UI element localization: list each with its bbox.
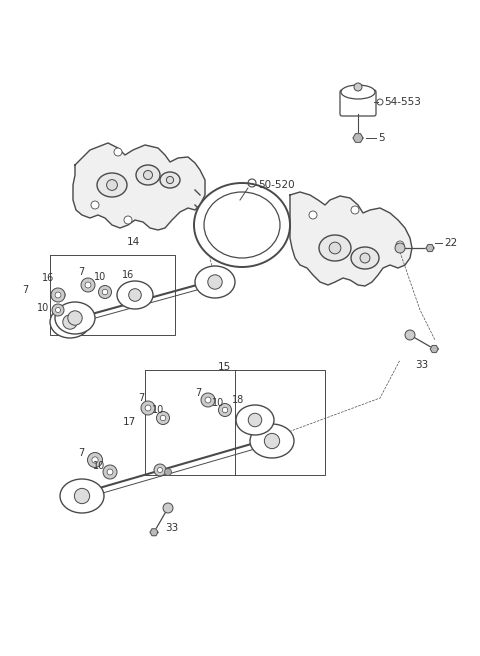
Circle shape	[222, 407, 228, 413]
Circle shape	[354, 83, 362, 91]
Ellipse shape	[351, 247, 379, 269]
Circle shape	[144, 171, 153, 180]
Ellipse shape	[97, 173, 127, 197]
Ellipse shape	[236, 405, 274, 435]
Circle shape	[154, 464, 166, 476]
Text: 16: 16	[122, 270, 134, 280]
Circle shape	[157, 468, 163, 472]
Circle shape	[360, 253, 370, 263]
Text: 10: 10	[212, 398, 224, 408]
Polygon shape	[290, 192, 412, 286]
Circle shape	[395, 243, 405, 253]
Text: 5: 5	[378, 133, 384, 143]
Circle shape	[145, 405, 151, 411]
Text: 22: 22	[444, 238, 457, 248]
Circle shape	[156, 411, 169, 424]
Circle shape	[309, 211, 317, 219]
Circle shape	[107, 469, 113, 475]
Text: 15: 15	[218, 362, 231, 372]
Ellipse shape	[51, 289, 65, 300]
Circle shape	[129, 289, 141, 301]
Text: 7: 7	[195, 388, 201, 398]
Ellipse shape	[117, 281, 153, 309]
Ellipse shape	[195, 266, 235, 298]
Polygon shape	[426, 245, 434, 251]
Text: 7: 7	[78, 267, 84, 277]
Circle shape	[248, 413, 262, 427]
Circle shape	[56, 308, 60, 312]
Text: 18: 18	[232, 395, 244, 405]
Circle shape	[405, 330, 415, 340]
Ellipse shape	[60, 479, 104, 513]
Polygon shape	[150, 529, 158, 536]
Circle shape	[141, 401, 155, 415]
Ellipse shape	[204, 192, 280, 258]
Text: 7: 7	[78, 448, 84, 458]
Circle shape	[81, 278, 95, 292]
Polygon shape	[353, 134, 363, 142]
Ellipse shape	[136, 165, 160, 185]
Circle shape	[92, 457, 98, 463]
Text: 7: 7	[22, 285, 28, 295]
Circle shape	[74, 488, 90, 504]
Text: 7: 7	[138, 393, 144, 403]
Ellipse shape	[194, 183, 290, 267]
FancyBboxPatch shape	[340, 90, 376, 116]
Text: 33: 33	[415, 360, 428, 370]
Circle shape	[98, 285, 111, 298]
Circle shape	[85, 282, 91, 288]
Circle shape	[264, 434, 280, 449]
Circle shape	[91, 201, 99, 209]
Circle shape	[163, 503, 173, 513]
Polygon shape	[73, 143, 205, 230]
Text: 14: 14	[127, 237, 140, 247]
Text: 50-520: 50-520	[258, 180, 295, 190]
Ellipse shape	[341, 85, 375, 99]
Ellipse shape	[50, 306, 90, 338]
Circle shape	[55, 292, 61, 298]
Circle shape	[51, 288, 65, 302]
Circle shape	[201, 393, 215, 407]
Ellipse shape	[250, 424, 294, 458]
Text: 54-553: 54-553	[384, 97, 421, 107]
Ellipse shape	[319, 235, 351, 261]
Text: 16: 16	[42, 273, 54, 283]
Text: 10: 10	[37, 303, 49, 313]
Circle shape	[396, 241, 404, 249]
Circle shape	[103, 465, 117, 479]
Circle shape	[160, 415, 166, 420]
Circle shape	[218, 403, 231, 417]
Circle shape	[114, 148, 122, 156]
Polygon shape	[430, 346, 438, 352]
Text: 10: 10	[94, 272, 106, 282]
Ellipse shape	[55, 302, 95, 334]
Text: 33: 33	[165, 523, 178, 533]
Circle shape	[63, 315, 77, 329]
Circle shape	[165, 468, 171, 476]
Circle shape	[205, 397, 211, 403]
Text: 17: 17	[123, 417, 136, 427]
Circle shape	[351, 206, 359, 214]
Circle shape	[167, 176, 174, 184]
Circle shape	[124, 216, 132, 224]
Circle shape	[102, 289, 108, 295]
Text: 10: 10	[93, 461, 105, 471]
Circle shape	[68, 311, 82, 325]
Circle shape	[87, 453, 103, 468]
Ellipse shape	[160, 172, 180, 188]
Text: 10: 10	[152, 405, 164, 415]
Circle shape	[107, 180, 118, 190]
Circle shape	[52, 304, 64, 316]
Circle shape	[208, 275, 222, 289]
Circle shape	[329, 242, 341, 254]
